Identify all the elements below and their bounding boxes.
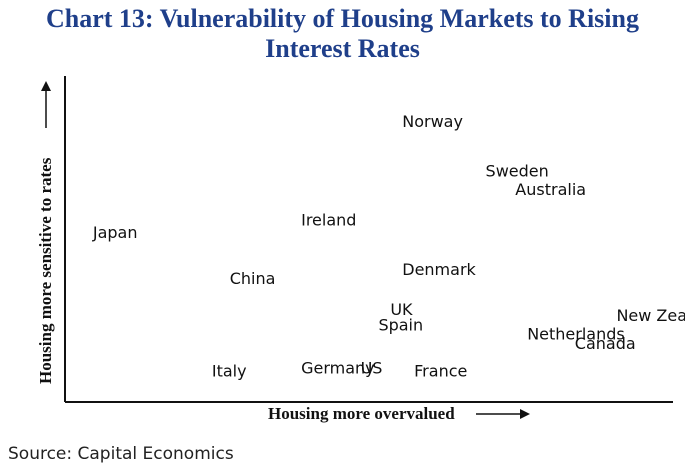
point-label-netherlands: Netherlands [527,325,625,344]
source-note: Source: Capital Economics [8,444,234,464]
chart-title-line-2: Interest Rates [265,34,420,63]
point-label-france: France [414,362,467,381]
x-axis-label: Housing more overvalued [268,404,455,423]
chart-title: Chart 13: Vulnerability of Housing Marke… [0,4,685,64]
point-label-denmark: Denmark [402,260,476,279]
chart-title-line-1: Chart 13: Vulnerability of Housing Marke… [46,4,639,33]
y-axis-label-group: Housing more sensitive to rates [36,81,55,384]
point-label-germany: Germany [301,359,375,378]
point-label-ireland: Ireland [301,211,356,230]
point-label-italy: Italy [212,362,247,381]
point-label-japan: Japan [92,223,138,242]
point-label-new-zealand: New Zealand [616,306,685,325]
point-label-us: US [361,359,383,378]
point-label-norway: Norway [402,112,463,131]
point-label-china: China [230,269,276,288]
point-label-canada: Canada [575,334,636,353]
y-axis-label: Housing more sensitive to rates [36,157,55,384]
point-label-spain: Spain [378,315,423,334]
point-label-sweden: Sweden [486,161,549,180]
x-axis-label-group: Housing more overvalued [268,404,530,423]
point-label-australia: Australia [515,180,586,199]
point-label-uk: UK [390,300,413,319]
